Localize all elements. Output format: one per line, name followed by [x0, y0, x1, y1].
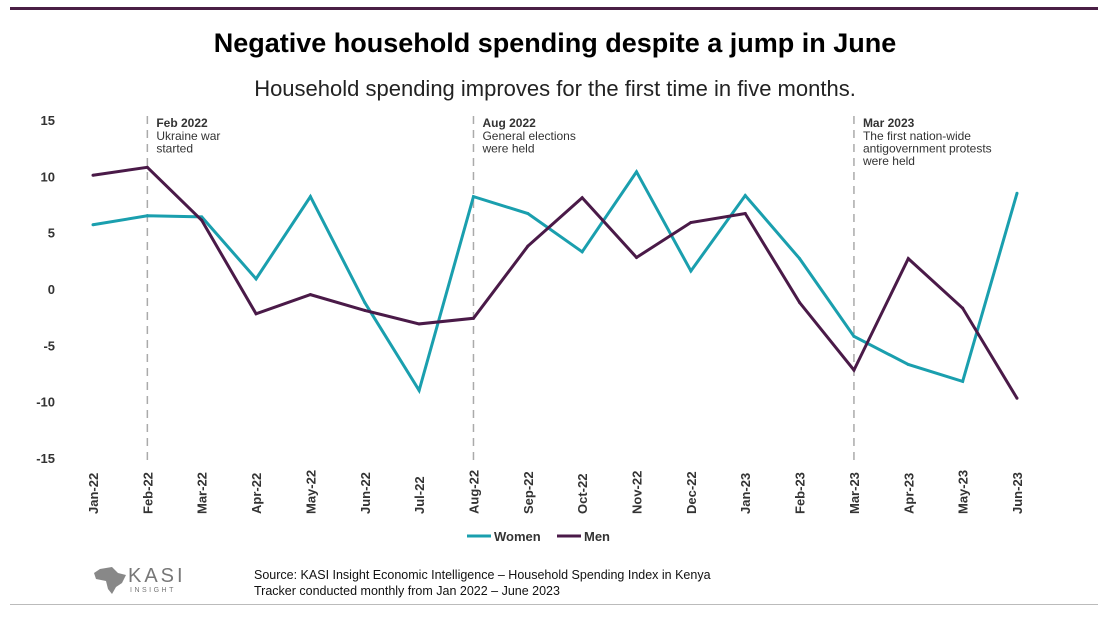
data-point-men: [1015, 396, 1019, 400]
x-tick-label: Mar-23: [847, 472, 862, 514]
data-point-women: [254, 277, 258, 281]
annotation-text: antigovernment protests: [863, 142, 992, 156]
data-point-men: [798, 301, 802, 305]
x-tick-label: Jun-22: [358, 472, 373, 514]
data-point-women: [961, 379, 965, 383]
data-point-women: [689, 269, 693, 273]
data-point-women: [526, 212, 530, 216]
data-point-men: [417, 322, 421, 326]
data-point-men: [145, 165, 149, 169]
data-point-women: [308, 195, 312, 199]
x-tick-label: Sep-22: [521, 471, 536, 514]
top-divider: [10, 7, 1098, 10]
y-tick-label: -15: [36, 451, 55, 466]
bottom-divider: [10, 604, 1098, 605]
x-tick-label: Apr-23: [901, 473, 916, 514]
data-point-men: [580, 196, 584, 200]
x-tick-label: Mar-22: [195, 472, 210, 514]
data-point-men: [906, 257, 910, 261]
y-tick-label: -5: [43, 338, 55, 353]
data-point-women: [852, 334, 856, 338]
annotation-title: Aug 2022: [482, 116, 536, 130]
data-point-women: [635, 170, 639, 174]
chart-title: Negative household spending despite a ju…: [213, 28, 897, 58]
x-tick-label: Jun-23: [1010, 472, 1025, 514]
data-point-women: [798, 257, 802, 261]
series-line-women: [92, 168, 1019, 395]
annotation-title: Mar 2023: [863, 116, 915, 130]
logo-text: KASI INSIGHT: [128, 565, 186, 594]
annotation-text: Ukraine war: [156, 129, 220, 143]
x-tick-label: Jan-23: [738, 473, 753, 514]
x-tick-label: Jan-22: [86, 473, 101, 514]
y-tick-label: -10: [36, 395, 55, 410]
y-tick-label: 5: [48, 226, 55, 241]
chart-subtitle: Household spending improves for the firs…: [254, 76, 856, 101]
x-tick-label: Nov-22: [630, 471, 645, 514]
data-point-men: [254, 312, 258, 316]
legend-label-men: Men: [584, 529, 610, 544]
data-point-men: [743, 212, 747, 216]
annotation-text: were held: [481, 142, 534, 156]
data-point-men: [91, 173, 95, 177]
data-point-men: [308, 293, 312, 297]
x-tick-label: Feb-22: [140, 472, 155, 514]
annotation-text: started: [156, 142, 193, 156]
data-point-men: [200, 218, 204, 222]
data-point-men: [526, 244, 530, 248]
y-tick-label: 10: [41, 169, 55, 184]
x-tick-label: Jul-22: [412, 476, 427, 514]
x-tick-label: May-23: [956, 470, 971, 514]
legend-label-women: Women: [494, 529, 541, 544]
data-point-women: [471, 195, 475, 199]
data-point-women: [417, 388, 421, 392]
x-tick-label: May-22: [303, 470, 318, 514]
source-note: Source: KASI Insight Economic Intelligen…: [254, 567, 711, 599]
data-point-women: [906, 362, 910, 366]
data-point-men: [635, 255, 639, 259]
x-tick-label: Oct-22: [575, 474, 590, 514]
annotation-title: Feb 2022: [156, 116, 208, 130]
data-point-men: [961, 306, 965, 310]
data-point-men: [689, 221, 693, 225]
source-line-2: Tracker conducted monthly from Jan 2022 …: [254, 584, 560, 598]
annotation-text: General elections: [482, 129, 575, 143]
data-point-women: [91, 223, 95, 227]
data-point-women: [1015, 191, 1019, 195]
africa-logo-icon: [94, 567, 126, 594]
annotation-text: The first nation-wide: [863, 129, 971, 143]
x-tick-label: Dec-22: [684, 471, 699, 514]
x-tick-label: Feb-23: [793, 472, 808, 514]
series-line-men: [92, 165, 1019, 400]
data-point-women: [145, 214, 149, 218]
data-point-men: [363, 308, 367, 312]
y-tick-label: 15: [41, 113, 55, 128]
data-point-women: [363, 301, 367, 305]
data-point-women: [743, 193, 747, 197]
annotation-text: were held: [862, 154, 915, 168]
y-tick-label: 0: [48, 282, 55, 297]
x-tick-label: Aug-22: [466, 470, 481, 514]
data-point-men: [471, 316, 475, 320]
source-line-1: Source: KASI Insight Economic Intelligen…: [254, 568, 711, 582]
data-point-men: [852, 368, 856, 372]
x-tick-label: Apr-22: [249, 473, 264, 514]
data-point-women: [580, 250, 584, 254]
